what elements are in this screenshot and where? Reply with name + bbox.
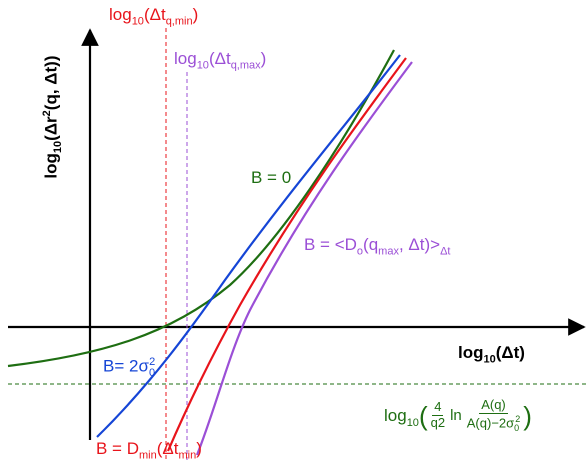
fraction-four-over-q2: 4 q2 <box>430 399 446 431</box>
b-do-label: B = <Do(qmax, Δt)>Δt <box>304 235 451 258</box>
dt-min-label: log10(Δtq,min) <box>109 5 199 28</box>
b-dmin-label: B = Dmin(Δtmin) <box>96 439 202 462</box>
curve-b-zero <box>7 49 395 368</box>
curve-b-sigma <box>96 54 401 438</box>
curve-b-do <box>195 61 413 456</box>
dt-max-label: log10(Δtq,max) <box>174 49 267 72</box>
asymptote-formula: log 10 ( 4 q2 ln A(q) A(q)−2σ02 ) <box>384 397 532 433</box>
b-sigma-label: B= 2σ02 <box>103 356 156 380</box>
b-zero-label: B = 0 <box>251 168 292 187</box>
fraction-aq-over-denominator: A(q) A(q)−2σ02 <box>466 397 521 433</box>
x-axis-label: log10(Δt) <box>458 343 525 366</box>
curve-b-dmin <box>166 57 407 452</box>
y-axis-label: log10(Δr2(q, Δt)) <box>40 55 65 179</box>
